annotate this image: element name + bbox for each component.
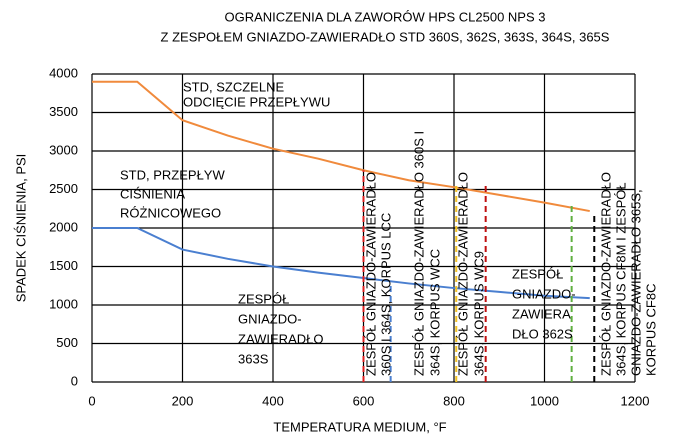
chart-title: OGRANICZENIA DLA ZAWORÓW HPS CL2500 NPS … [225,9,546,24]
y-tick-label: 4000 [49,65,78,80]
chart-subtitle: Z ZESPOŁEM GNIAZDO-ZAWIERADŁO STD 360S, … [161,29,610,44]
x-axis-label: TEMPERATURA MEDIUM, °F [273,419,446,434]
y-tick-label: 1500 [49,258,78,273]
annotation: 363S [238,351,269,366]
x-tick-label: 800 [443,393,465,408]
annotation: 360S I 364S, KORPUS LCC [378,213,393,376]
annotation: GNIAZDO- [238,311,302,326]
annotation: ZESPÓŁ GNIAZDO-ZAWIERADŁO 360S I [411,131,426,376]
y-tick-label: 2000 [49,219,78,234]
annotation: ODCIĘCIE PRZEPŁYWU [183,94,330,109]
x-tick-label: 1000 [530,393,559,408]
y-tick-label: 3000 [49,142,78,157]
y-axis-label: SPADEK CIŚNIENIA, PSI [13,154,28,303]
annotation: 364S, KORPUS WC9 [471,251,486,376]
annotation: ZESPÓŁ GNIAZDO-ZAWIERADŁO [455,172,470,376]
x-tick-label: 1200 [621,393,650,408]
annotation: ZESPÓŁ [238,291,289,306]
x-tick-label: 400 [262,393,284,408]
annotation: ZESPÓŁ GNIAZDO-ZAWIERADŁO [363,172,378,376]
annotation: ZAWIERA [512,306,571,321]
data-line [92,227,590,300]
annotation: DŁO 362S [512,326,573,341]
y-tick-label: 500 [56,335,78,350]
annotation: ZAWIERADŁO [238,331,323,346]
annotation: KORPUS CF8C [643,284,658,376]
y-tick-label: 1000 [49,296,78,311]
x-tick-label: 0 [88,393,95,408]
annotation: STD, SZCZELNE [183,79,284,94]
annotation: GNIAZDO- [512,286,576,301]
annotation: 364S, KORPUS CF8M I ZESPÓŁ [613,182,628,376]
annotation: STD, PRZEPŁYW [120,167,225,182]
annotation: CIŚNIENIA [120,186,185,201]
annotation: GNIAZDO-ZAWIERADŁO 365S, [628,189,643,376]
annotation: ZESPÓŁ GNIAZDO-ZAWIERADŁO [598,172,613,376]
annotation: ZESPÓŁ [512,266,563,281]
y-tick-label: 3500 [49,104,78,119]
y-tick-label: 0 [71,373,78,388]
x-tick-label: 600 [353,393,375,408]
data-line [92,80,590,213]
annotation: RÓŻNICOWEGO [120,205,221,220]
annotation: 364S, KORPUS WCC [427,249,442,376]
x-tick-label: 200 [172,393,194,408]
y-tick-label: 2500 [49,181,78,196]
